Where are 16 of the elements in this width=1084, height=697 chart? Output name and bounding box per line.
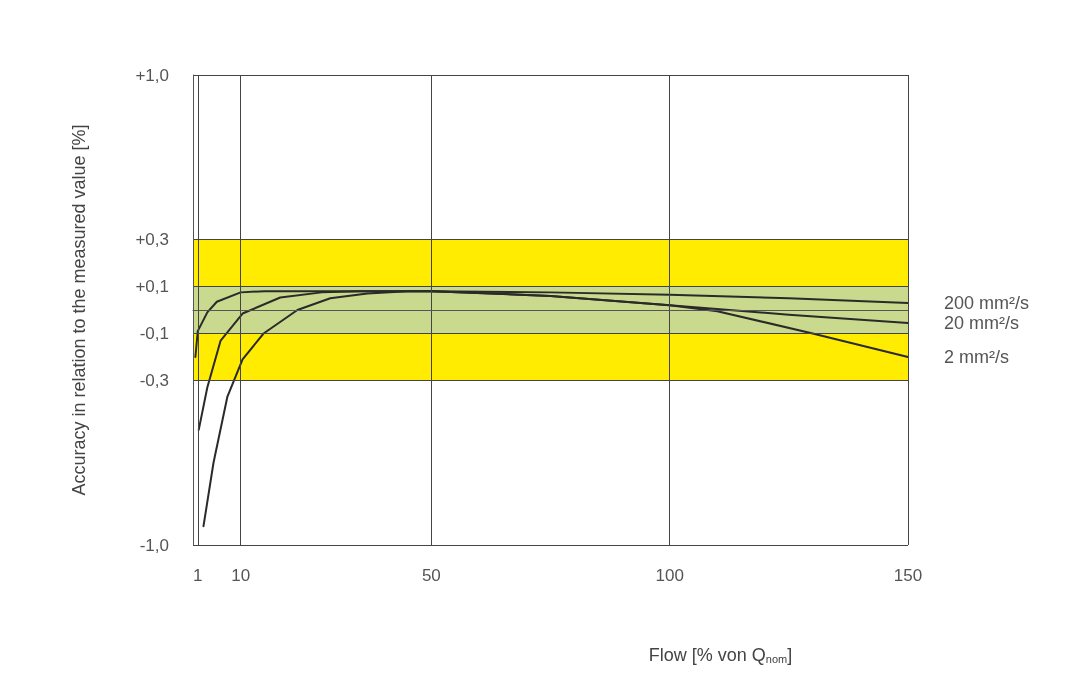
y-tick-label: -0,3 (139, 371, 169, 390)
x-tick-label: 100 (655, 566, 684, 585)
y-tick-label: +0,3 (135, 230, 169, 249)
series-label: 200 mm²/s (944, 292, 1030, 313)
series-label: 2 mm²/s (944, 347, 1009, 367)
y-tick-label: -0,1 (139, 324, 169, 343)
x-axis-title: Flow [% von Qnom] (648, 644, 793, 665)
y-tick-label: -1,0 (139, 535, 169, 555)
y-axis-title: Accuracy in relation to the measured value [%] (69, 124, 89, 496)
y-tick-label: +0,1 (135, 277, 169, 296)
x-tick-label: 10 (231, 566, 251, 585)
x-tick-label: 50 (421, 566, 441, 585)
x-tick-label: 150 (893, 566, 923, 585)
x-tick-label: 1 (193, 566, 203, 585)
text: 20 mm²/s (944, 312, 1020, 333)
y-tick-label: +1,0 (135, 65, 169, 85)
